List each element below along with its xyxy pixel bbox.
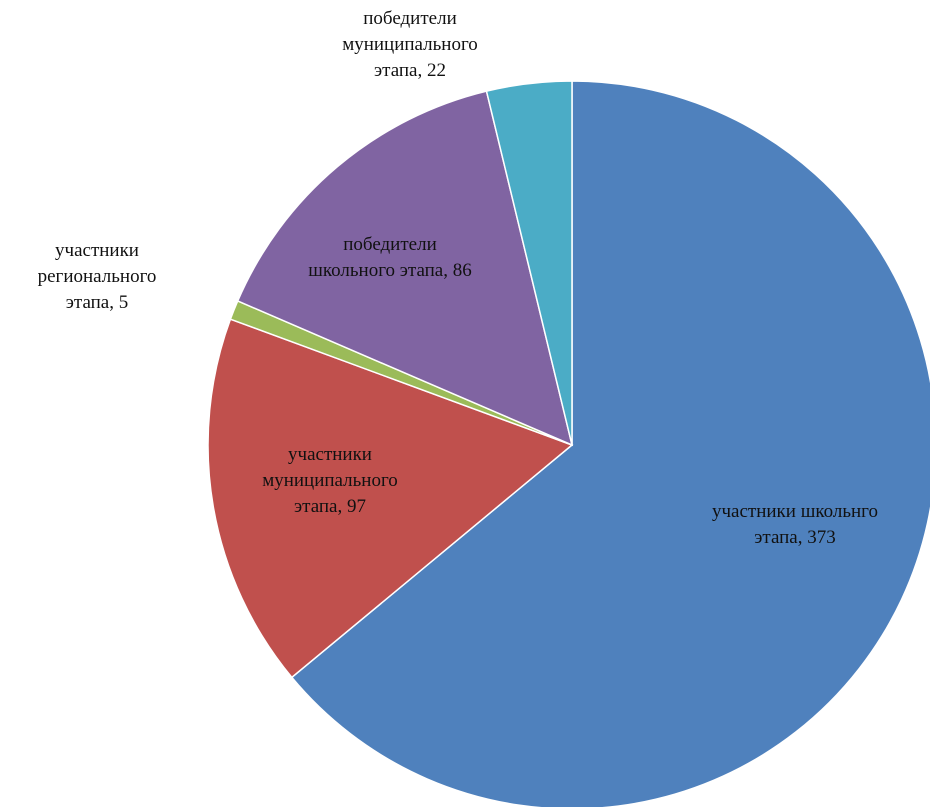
pie-slice-label-5: победители муниципального этапа, 22 [342,8,478,81]
pie-slice-label-line: участники школьнго [712,501,878,522]
pie-slice-1 [290,80,930,807]
pie-slices [207,80,930,807]
pie-slice-label-line: этапа, 22 [374,60,446,81]
pie-slice-label-line: победители [363,8,457,29]
pie-slice-label-line: этапа, 97 [294,496,366,517]
pie-slice-label-line: муниципального [262,470,398,491]
pie-slice-2 [207,318,574,679]
pie-slice-label-4: победители школьного этапа, 86 [308,234,472,281]
pie-slice-5 [485,80,573,446]
pie-slice-label-line: регионального [38,266,157,287]
pie-slice-label-3: участники регионального этапа, 5 [38,240,157,313]
pie-slice-label-line: этапа, 5 [66,292,128,313]
pie-slice-label-line: муниципального [342,34,478,55]
pie-slice-label-line: победители [343,234,437,255]
pie-slice-label-2: участники муниципального этапа, 97 [262,444,398,517]
pie-slice-label-1: участники школьнго этапа, 373 [712,501,878,548]
pie-slice-label-line: этапа, 373 [754,527,835,548]
pie-slice-label-line: школьного этапа, 86 [308,260,472,281]
pie-slice-label-line: участники [55,240,139,261]
pie-labels: участники школьнго этапа, 373 участники мун… [38,8,878,548]
pie-slice-label-line: участники [288,444,372,465]
pie-slice-4 [236,90,574,447]
